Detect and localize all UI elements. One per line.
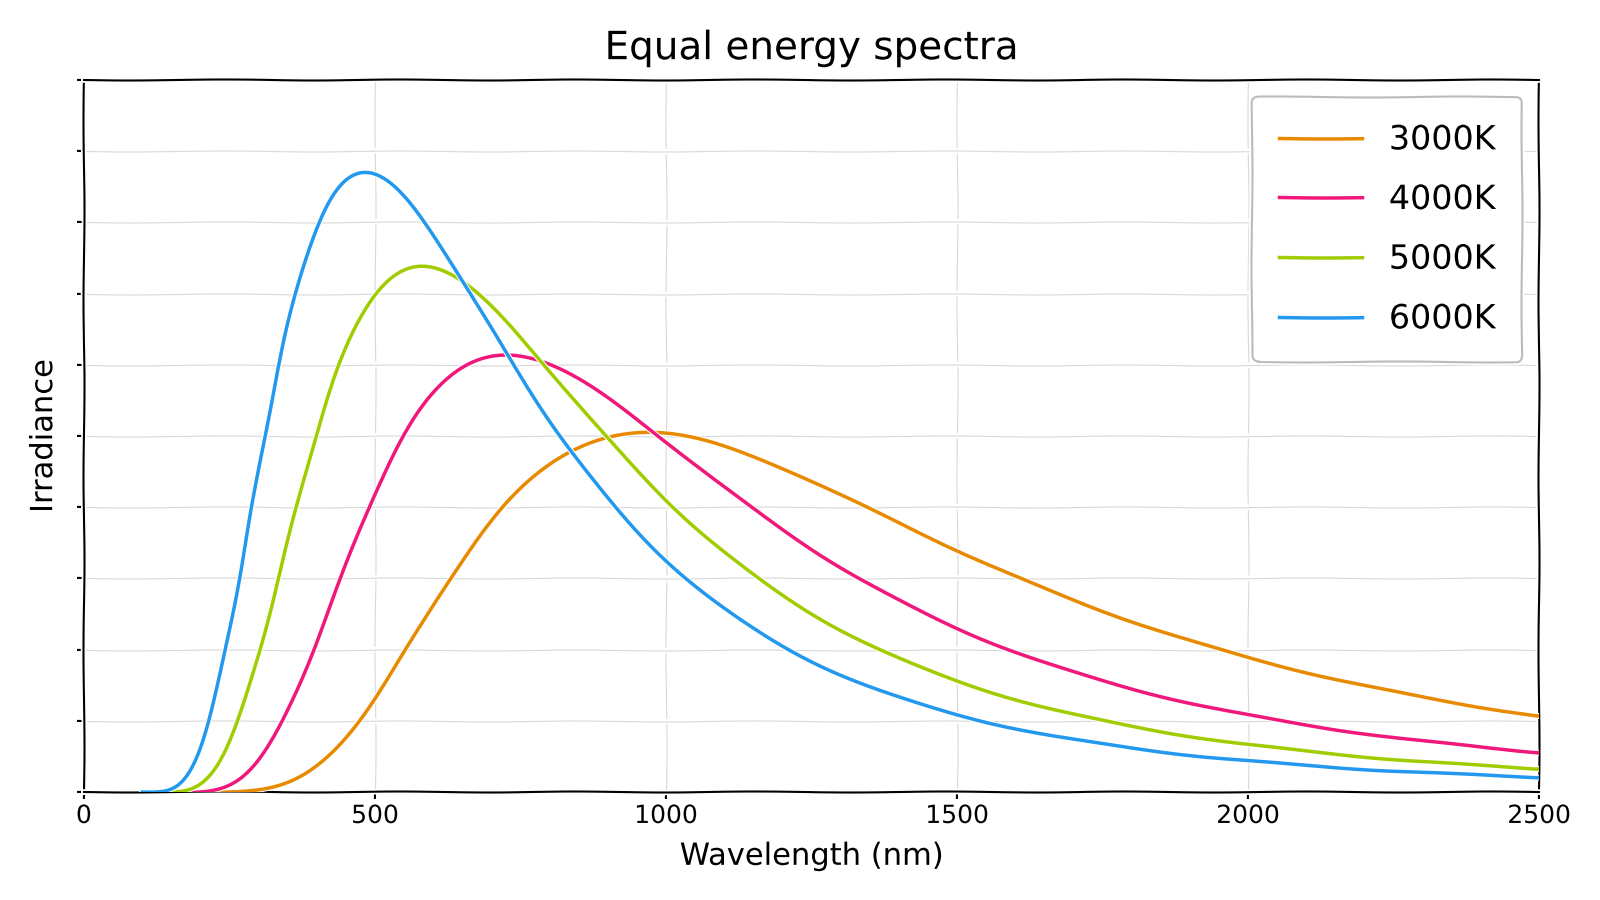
3000K	[133, 787, 152, 797]
3000K	[669, 429, 688, 440]
3000K	[374, 679, 394, 689]
Line: 6000K: 6000K	[142, 173, 1539, 792]
4000K	[496, 349, 515, 360]
5000K	[411, 261, 430, 272]
3000K	[1530, 711, 1549, 722]
4000K	[374, 468, 394, 479]
5000K	[133, 787, 152, 797]
5000K	[1352, 752, 1371, 762]
4000K	[1352, 728, 1371, 739]
5000K	[730, 558, 749, 569]
6000K	[291, 267, 310, 278]
4000K	[291, 674, 310, 685]
6000K	[355, 167, 374, 178]
3000K	[1352, 680, 1371, 690]
Line: 4000K: 4000K	[142, 355, 1539, 792]
3000K	[730, 446, 749, 456]
6000K	[1502, 771, 1522, 782]
3000K	[1502, 706, 1522, 717]
6000K	[1530, 772, 1549, 783]
Y-axis label: Irradiance: Irradiance	[29, 359, 58, 513]
Line: 5000K: 5000K	[142, 266, 1539, 792]
5000K	[374, 278, 394, 289]
Legend: 3000K, 4000K, 5000K, 6000K: 3000K, 4000K, 5000K, 6000K	[1253, 96, 1523, 362]
6000K	[133, 787, 152, 797]
6000K	[1352, 764, 1371, 775]
6000K	[669, 566, 688, 577]
3000K	[291, 771, 310, 782]
5000K	[669, 507, 688, 517]
6000K	[374, 174, 394, 184]
4000K	[669, 446, 688, 457]
5000K	[1502, 762, 1522, 773]
4000K	[1530, 747, 1549, 758]
6000K	[730, 614, 749, 625]
4000K	[133, 787, 152, 797]
3000K	[637, 428, 656, 438]
5000K	[1530, 763, 1549, 774]
4000K	[730, 492, 749, 503]
4000K	[1502, 744, 1522, 755]
5000K	[291, 482, 310, 493]
Title: Equal energy spectra: Equal energy spectra	[605, 29, 1019, 68]
Line: 3000K: 3000K	[142, 433, 1539, 792]
X-axis label: Wavelength (nm): Wavelength (nm)	[680, 842, 942, 871]
